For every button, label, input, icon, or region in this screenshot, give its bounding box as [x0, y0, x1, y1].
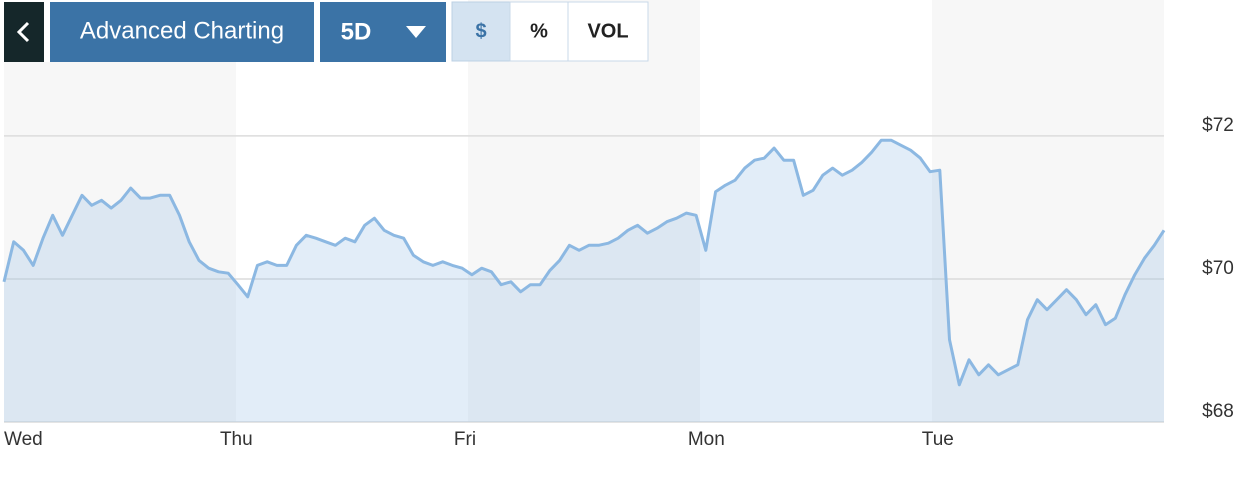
y-tick-label: $68 — [1202, 401, 1234, 422]
y-tick-label: $70 — [1202, 258, 1234, 279]
toggle-label[interactable]: $ — [475, 20, 486, 42]
toggle-label[interactable]: % — [530, 20, 548, 42]
area-fill — [4, 140, 1164, 422]
back-button[interactable] — [4, 2, 44, 62]
day-bands — [4, 0, 1164, 422]
plot: $68 $70 $72 Wed Thu Fri Mon Tue — [2, 115, 1234, 450]
price-line — [2, 138, 1166, 387]
advanced-charting-button[interactable]: Advanced Charting — [50, 2, 314, 62]
x-tick-label: Mon — [688, 429, 725, 450]
x-tick-label: Tue — [922, 429, 954, 450]
day-band — [468, 0, 700, 422]
x-tick-label: Fri — [454, 429, 476, 450]
y-tick-label: $72 — [1202, 115, 1234, 136]
toggle-group: $ % VOL — [451, 1, 649, 62]
range-button[interactable]: 5D — [320, 2, 446, 62]
x-tick-label: Thu — [220, 429, 253, 450]
toggle-bg[interactable] — [567, 1, 649, 62]
x-tick-label: Wed — [4, 429, 43, 450]
dropdown-icon[interactable] — [406, 26, 426, 38]
button-bg[interactable] — [320, 2, 446, 62]
toolbar: Advanced Charting 5D $ % VOL — [4, 1, 649, 62]
button-label[interactable]: Advanced Charting — [80, 17, 284, 44]
chevron-icon[interactable] — [16, 21, 30, 43]
toggle-bg[interactable] — [509, 1, 569, 62]
button-label[interactable]: 5D — [341, 18, 372, 45]
back-button-bg[interactable] — [4, 2, 44, 62]
toggle-bg[interactable] — [451, 1, 511, 62]
day-band — [932, 0, 1164, 422]
toggle-label[interactable]: VOL — [587, 20, 628, 42]
button-bg[interactable] — [50, 2, 314, 62]
